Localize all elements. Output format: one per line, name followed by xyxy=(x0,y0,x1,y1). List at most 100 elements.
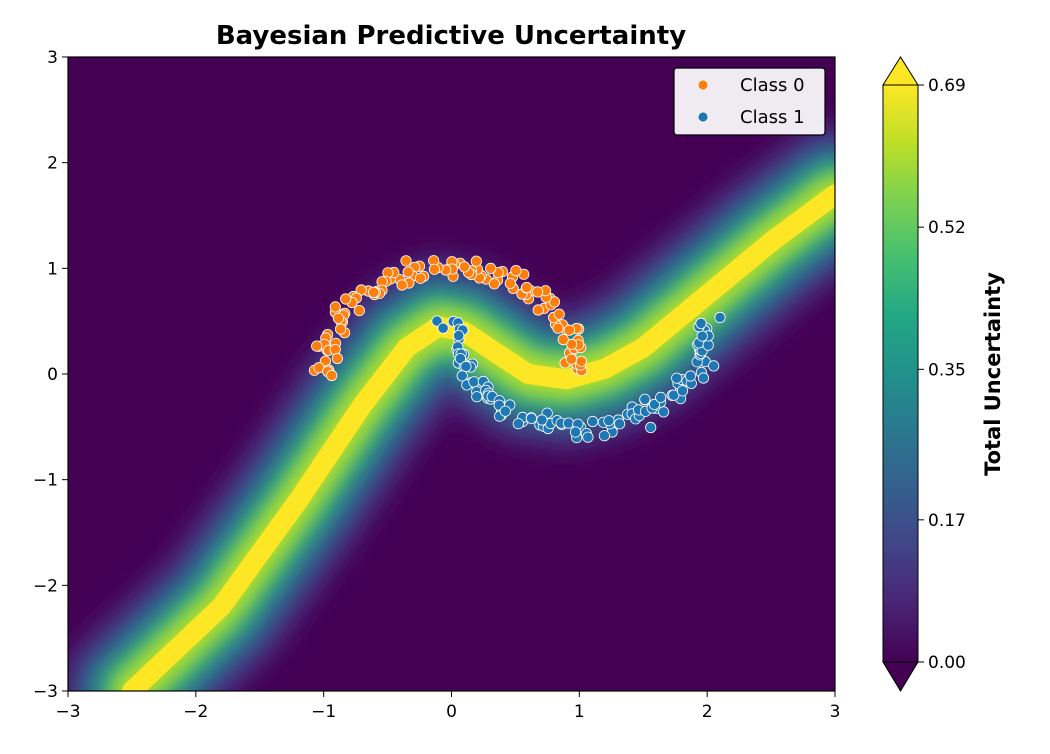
scatter-point-class-0 xyxy=(521,281,533,294)
colorbar-tick-label: 0.00 xyxy=(928,653,966,673)
scatter-point-class-0 xyxy=(414,272,426,284)
legend: Class 0 Class 1 xyxy=(673,67,826,136)
scatter-point-class-1 xyxy=(582,431,594,443)
y-tick-label: 1 xyxy=(47,259,58,279)
y-tick-label: −1 xyxy=(33,471,58,491)
colorbar-ticks: 0.00 0.17 0.35 0.52 0.69 xyxy=(918,76,966,673)
scatter-point-class-0 xyxy=(326,369,338,382)
scatter-point-class-1 xyxy=(431,315,443,327)
scatter-point-class-0 xyxy=(532,304,544,316)
scatter-point-class-1 xyxy=(684,370,697,382)
colorbar-tick-label: 0.69 xyxy=(928,76,966,96)
y-tick-label: 3 xyxy=(47,48,58,68)
scatter-point-class-1 xyxy=(702,339,714,351)
colorbar-tick-label: 0.17 xyxy=(928,511,966,531)
scatter-point-class-0 xyxy=(548,296,561,308)
colorbar-extend-top xyxy=(882,56,919,86)
colorbar: 0.00 0.17 0.35 0.52 0.69 Total Uncertainty xyxy=(882,56,1005,692)
scatter-point-class-1 xyxy=(525,412,538,424)
scatter-point-class-1 xyxy=(645,421,657,434)
scatter-point-class-1 xyxy=(657,406,670,418)
legend-marker-class-0 xyxy=(697,79,709,91)
scatter-point-class-1 xyxy=(512,418,524,430)
scatter-point-class-0 xyxy=(485,262,497,274)
scatter-point-class-0 xyxy=(566,338,578,350)
scatter-point-class-0 xyxy=(334,323,347,335)
scatter-point-class-1 xyxy=(603,415,615,427)
scatter-point-class-1 xyxy=(460,360,472,373)
scatter-point-class-0 xyxy=(488,278,500,290)
scatter-point-class-0 xyxy=(332,312,344,324)
scatter-point-class-1 xyxy=(639,393,651,405)
scatter-point-class-1 xyxy=(648,398,661,410)
scatter-point-class-0 xyxy=(355,284,367,296)
scatter-point-class-0 xyxy=(428,263,440,275)
x-tick-label: −3 xyxy=(55,702,80,722)
scatter-point-class-1 xyxy=(587,415,599,428)
scatter-point-class-1 xyxy=(454,352,466,365)
scatter-point-class-0 xyxy=(331,352,343,365)
x-tick-label: −1 xyxy=(311,702,336,722)
y-tick-label: 0 xyxy=(47,365,58,385)
scatter-point-class-0 xyxy=(311,340,323,352)
scatter-point-class-0 xyxy=(565,353,578,365)
x-tick-label: −2 xyxy=(183,702,208,722)
legend-label-class-1: Class 1 xyxy=(740,107,805,128)
scatter-point-class-0 xyxy=(553,308,565,320)
scatter-point-class-1 xyxy=(453,329,465,342)
scatter-layer xyxy=(308,255,726,444)
scatter-point-class-1 xyxy=(696,330,708,342)
scatter-point-class-0 xyxy=(458,261,471,273)
scatter-point-class-1 xyxy=(613,418,626,430)
colorbar-tick-label: 0.52 xyxy=(928,218,966,238)
scatter-point-class-1 xyxy=(499,405,511,417)
scatter-point-class-0 xyxy=(353,304,365,317)
scatter-point-class-1 xyxy=(536,414,548,426)
scatter-point-class-0 xyxy=(340,293,352,305)
colorbar-tick-label: 0.35 xyxy=(928,360,966,380)
scatter-point-class-1 xyxy=(655,391,667,403)
x-tick-label: 0 xyxy=(446,702,457,722)
scatter-point-class-1 xyxy=(437,322,449,334)
uncertainty-band xyxy=(68,119,835,691)
x-tick-label: 3 xyxy=(830,702,841,722)
scatter-point-class-1 xyxy=(676,385,689,397)
scatter-point-class-0 xyxy=(402,266,414,278)
chart-title: Bayesian Predictive Uncertainty xyxy=(216,21,686,51)
scatter-point-class-0 xyxy=(575,355,587,367)
scatter-point-class-1 xyxy=(456,370,468,382)
scatter-point-class-1 xyxy=(668,389,680,401)
scatter-point-class-0 xyxy=(510,264,522,277)
scatter-point-class-0 xyxy=(557,333,569,346)
y-tick-label: 2 xyxy=(47,154,58,174)
scatter-point-class-1 xyxy=(562,417,575,429)
scatter-point-class-1 xyxy=(569,426,582,438)
scatter-point-class-1 xyxy=(468,376,480,388)
uncertainty-band-layer-6 xyxy=(121,184,835,691)
scatter-point-class-1 xyxy=(695,317,707,329)
legend-box xyxy=(673,67,826,136)
legend-marker-class-1 xyxy=(697,111,709,123)
scatter-point-class-0 xyxy=(531,286,544,298)
scatter-point-class-1 xyxy=(714,311,726,324)
y-axis: 3 2 1 0 −1 −2 −3 xyxy=(33,48,68,702)
x-tick-label: 2 xyxy=(702,702,713,722)
scatter-point-class-0 xyxy=(504,277,516,289)
scatter-point-class-0 xyxy=(470,255,482,267)
scatter-point-class-0 xyxy=(563,324,575,336)
colorbar-gradient xyxy=(882,84,919,663)
scatter-point-class-0 xyxy=(552,322,564,334)
x-tick-label: 1 xyxy=(574,702,585,722)
plot-area xyxy=(68,57,835,691)
scatter-point-class-1 xyxy=(471,391,483,403)
colorbar-extend-bottom xyxy=(882,661,919,692)
scatter-point-class-0 xyxy=(396,279,408,291)
y-tick-label: −2 xyxy=(33,576,58,596)
colorbar-label: Total Uncertainty xyxy=(981,272,1005,476)
scatter-point-class-1 xyxy=(708,360,720,372)
scatter-point-class-0 xyxy=(368,286,380,298)
scatter-point-class-1 xyxy=(598,430,611,442)
scatter-point-class-0 xyxy=(400,255,412,267)
